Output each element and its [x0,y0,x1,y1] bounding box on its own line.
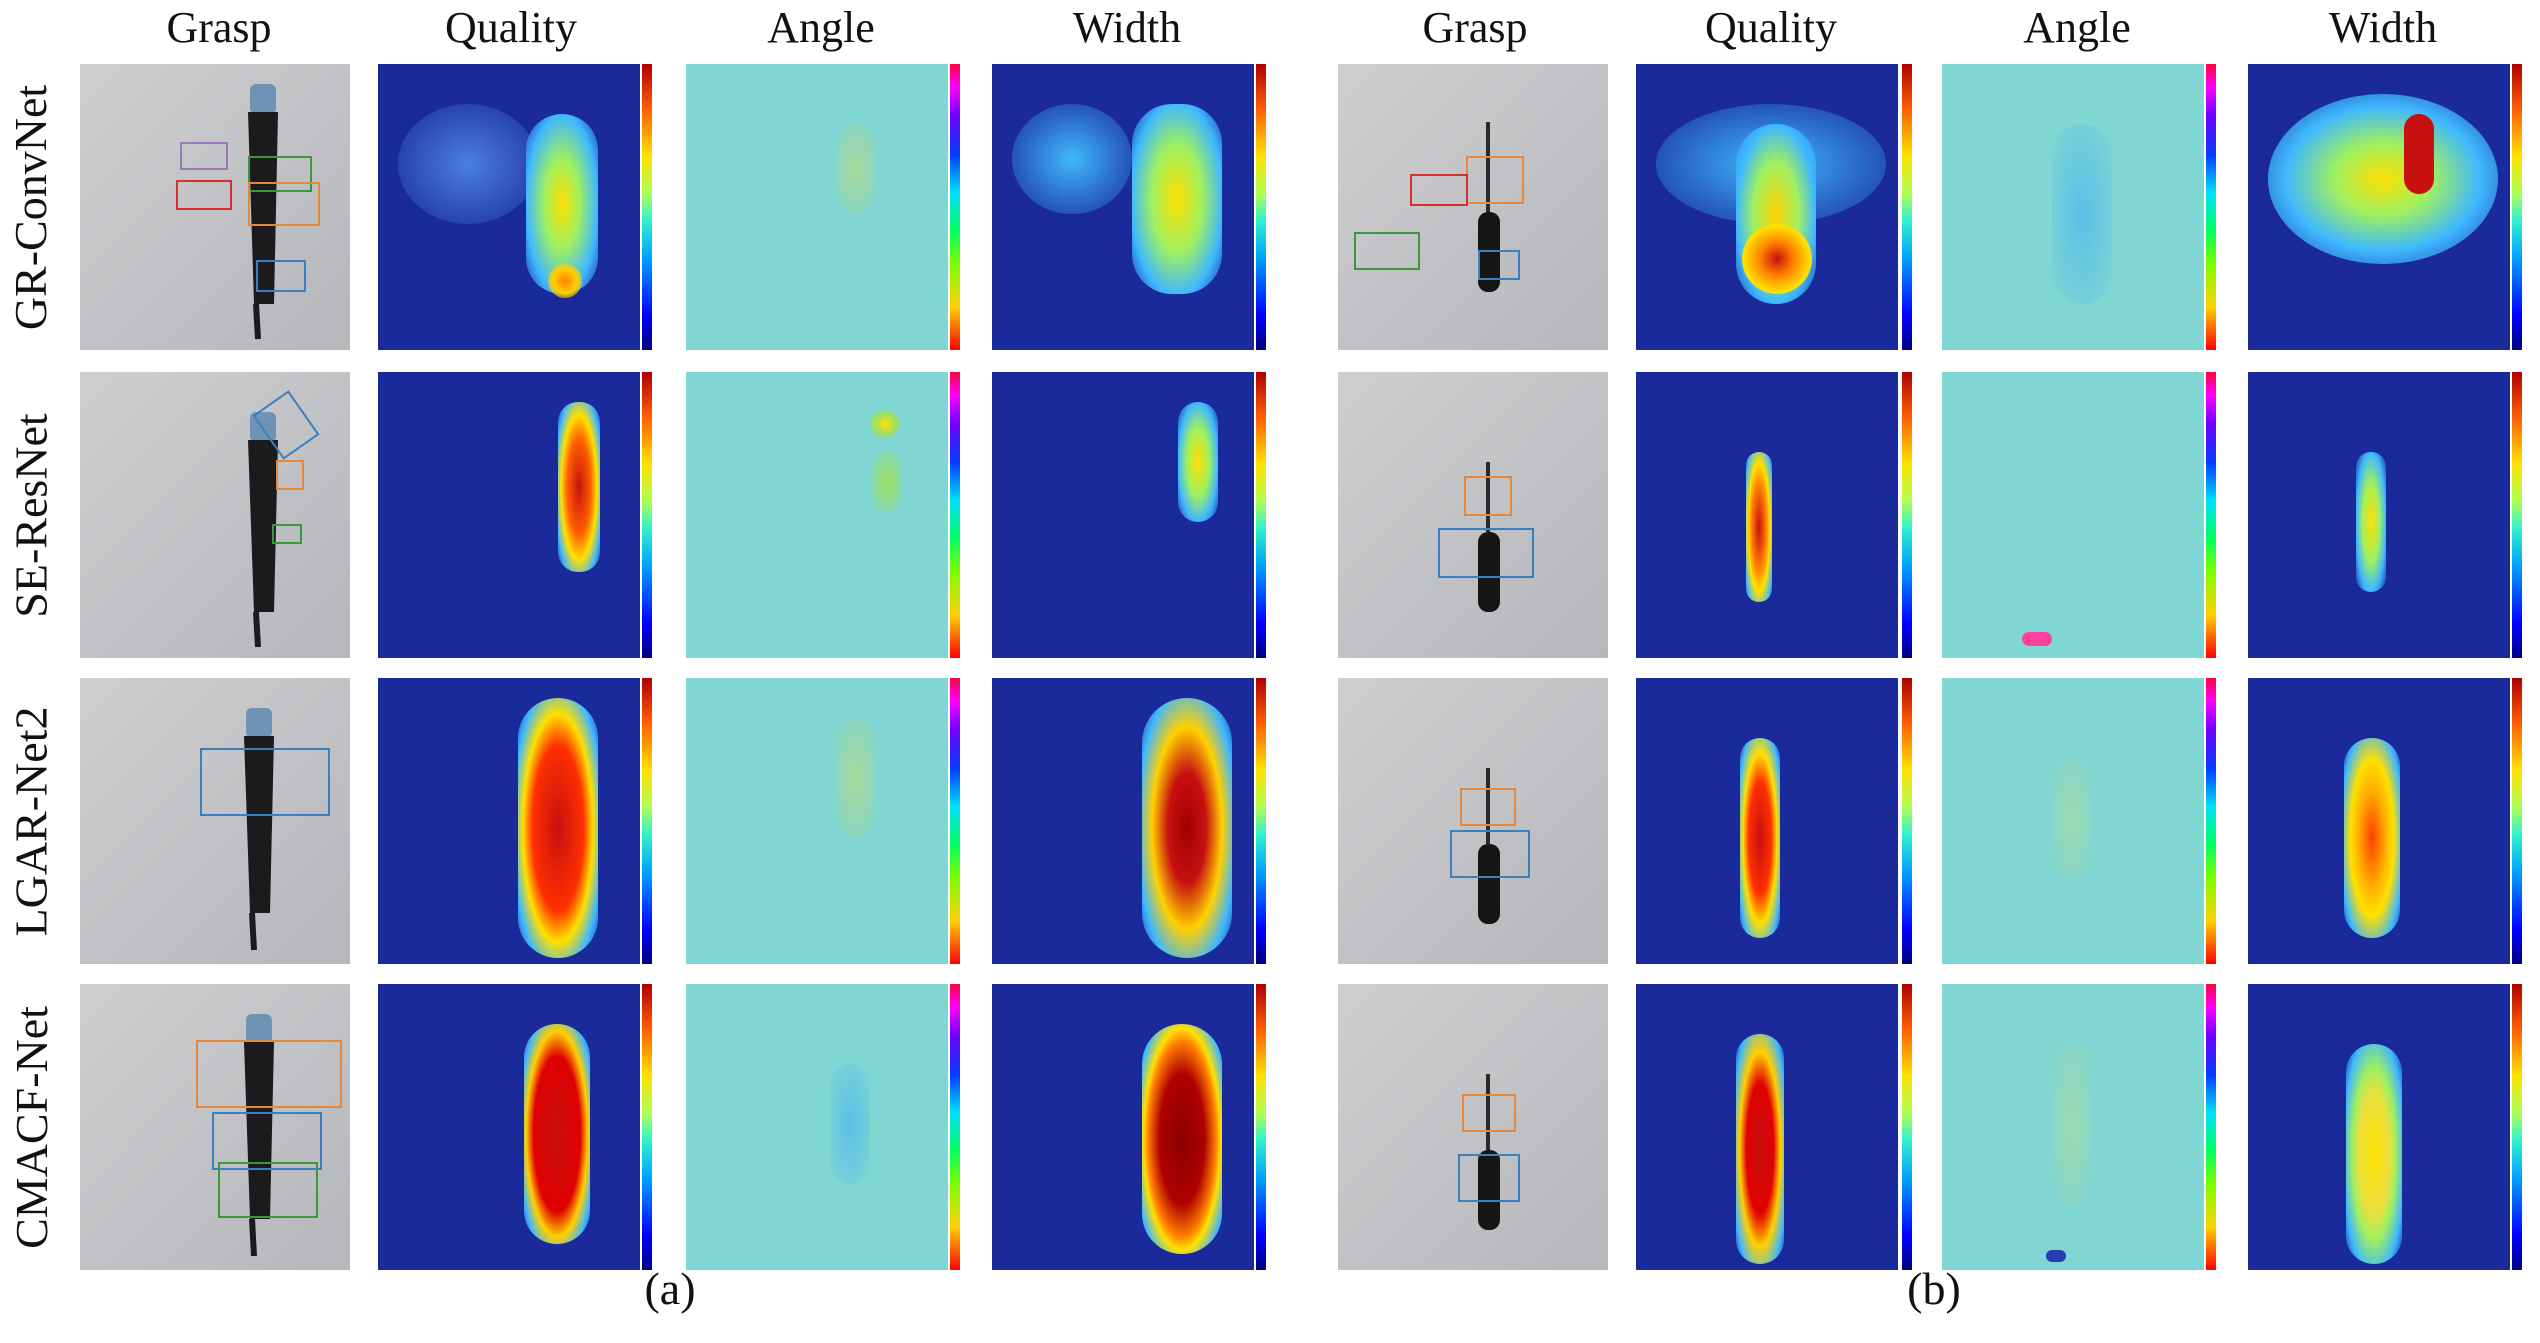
subfigure-label-a: (a) [644,1263,696,1314]
grasp-image-screwdriver [1338,678,1608,964]
grasp-image-umbrella [80,64,350,350]
col-header-quality-a: Quality [445,3,577,52]
grasp-box [1478,250,1520,280]
quality-map [378,984,640,1270]
grasp-box [1458,1154,1520,1202]
quality-colorbar [1902,984,1912,1270]
angle-colorbar [950,678,960,964]
angle-map [686,984,948,1270]
grasp-box [1462,1094,1516,1132]
angle-map [1942,678,2204,964]
grasp-box [1464,476,1512,516]
angle-map [1942,64,2204,350]
width-colorbar [2512,678,2522,964]
width-colorbar [2512,64,2522,350]
subfigure-label-b: (b) [1907,1263,1961,1314]
quality-map [1636,678,1898,964]
width-map [992,984,1254,1270]
umbrella-object [244,1014,274,1257]
width-map [992,678,1254,964]
row-label-cmacfnet: CMACF-Net [5,1005,57,1249]
grasp-box [256,260,306,292]
width-colorbar [1256,678,1266,964]
grasp-image-screwdriver [1338,372,1608,658]
grasp-box [196,1040,342,1108]
grasp-box [218,1162,318,1218]
quality-map [378,372,640,658]
angle-colorbar [2206,372,2216,658]
row-label-lgarnet2: LGAR-Net2 [5,706,57,936]
width-map [992,372,1254,658]
angle-map [686,372,948,658]
angle-colorbar [2206,984,2216,1270]
angle-colorbar [950,372,960,658]
col-header-angle-b: Angle [2023,3,2131,52]
grasp-box [212,1112,322,1170]
quality-colorbar [642,678,652,964]
grasp-image-umbrella [80,678,350,964]
grasp-image-screwdriver [1338,984,1608,1270]
angle-map [686,678,948,964]
quality-colorbar [1902,678,1912,964]
grasp-box [1354,232,1420,270]
grasp-box [276,460,304,490]
angle-map [1942,372,2204,658]
quality-colorbar [1902,372,1912,658]
grasp-box [272,524,302,544]
grasp-box [248,156,312,192]
width-colorbar [1256,984,1266,1270]
grasp-box [1438,528,1534,578]
width-colorbar [1256,372,1266,658]
quality-map [378,64,640,350]
col-header-angle-a: Angle [767,3,875,52]
width-map [2248,678,2510,964]
col-header-grasp-b: Grasp [1422,3,1528,52]
umbrella-object [248,84,278,340]
screwdriver-object [1478,1074,1500,1230]
col-header-width-b: Width [2328,3,2438,52]
quality-colorbar [642,984,652,1270]
grasp-box [248,182,320,226]
grasp-box [180,142,228,170]
width-map [2248,984,2510,1270]
col-header-quality-b: Quality [1705,3,1837,52]
grasp-box [1460,788,1516,826]
umbrella-object [248,412,278,648]
row-label-seresnet: SE-ResNet [5,412,57,618]
angle-colorbar [2206,64,2216,350]
width-map [992,64,1254,350]
quality-colorbar [642,64,652,350]
quality-map [1636,984,1898,1270]
quality-colorbar [1902,64,1912,350]
grasp-box [176,180,232,210]
screwdriver-object [1478,462,1500,612]
grasp-box [1450,830,1530,878]
quality-colorbar [642,372,652,658]
quality-map [1636,372,1898,658]
angle-map [686,64,948,350]
screwdriver-object [1478,122,1500,292]
row-label-grconvnet: GR-ConvNet [5,84,57,330]
angle-colorbar [950,984,960,1270]
grasp-box [1410,174,1468,206]
grasp-image-umbrella [80,984,350,1270]
angle-map [1942,984,2204,1270]
grasp-box [200,748,330,816]
width-map [2248,64,2510,350]
grasp-image-screwdriver [1338,64,1608,350]
width-map [2248,372,2510,658]
umbrella-object [244,708,274,951]
angle-colorbar [2206,678,2216,964]
quality-map [1636,64,1898,350]
grasp-image-umbrella [80,372,350,658]
width-colorbar [1256,64,1266,350]
width-colorbar [2512,372,2522,658]
col-header-grasp-a: Grasp [166,3,272,52]
col-header-width-a: Width [1072,3,1182,52]
width-colorbar [2512,984,2522,1270]
grasp-box [1466,156,1524,204]
quality-map [378,678,640,964]
angle-colorbar [950,64,960,350]
